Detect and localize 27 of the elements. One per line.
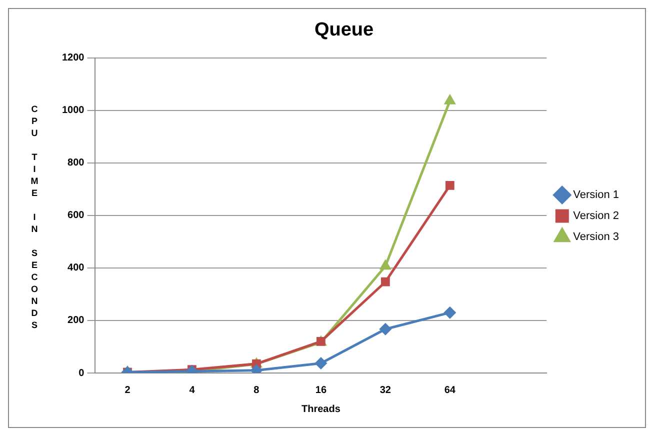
point	[380, 323, 392, 335]
x-tick-label: 16	[315, 384, 327, 396]
legend-label: Version 1	[573, 189, 620, 202]
chart-title: Queue	[314, 20, 374, 41]
x-axis-title: Threads	[301, 404, 341, 415]
y-tick-label: 0	[78, 368, 85, 379]
y-axis-title: CPU TIME IN SECONDS	[30, 104, 40, 332]
y-tick-label: 1000	[62, 105, 85, 116]
legend-label: Version 3	[573, 231, 620, 244]
y-tick-label: 600	[68, 210, 85, 222]
point	[444, 306, 456, 318]
x-tick-label: 2	[124, 384, 131, 396]
y-tick-label: 1200	[62, 52, 85, 64]
x-tick-label: 4	[189, 384, 196, 396]
legend-label: Version 2	[573, 210, 620, 222]
x-tick-label: 32	[380, 384, 392, 396]
y-tick-label: 200	[68, 315, 85, 326]
point	[315, 358, 327, 370]
point	[445, 181, 454, 190]
point	[380, 260, 391, 270]
y-tick-label: 800	[68, 158, 85, 169]
y-tick-label: 400	[68, 262, 85, 274]
x-tick-label: 64	[444, 384, 456, 396]
point	[380, 277, 390, 286]
x-tick-label: 8	[254, 384, 260, 396]
point	[250, 364, 262, 373]
point	[444, 95, 456, 104]
